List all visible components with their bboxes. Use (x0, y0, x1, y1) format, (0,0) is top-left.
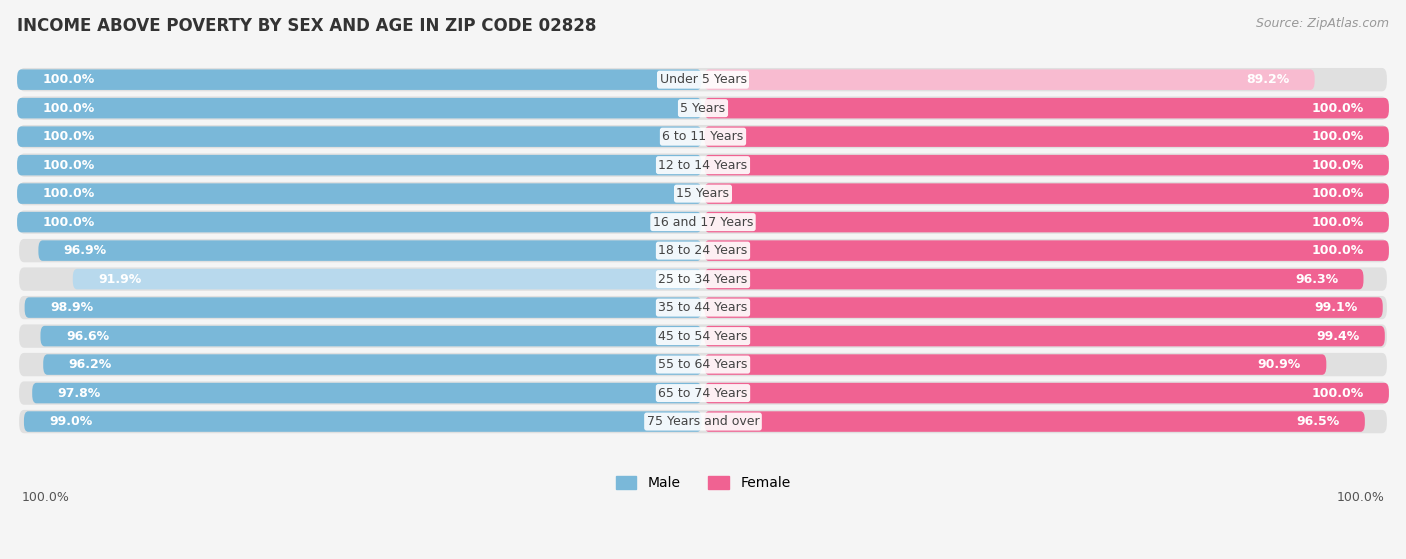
FancyBboxPatch shape (17, 183, 702, 204)
Text: 99.0%: 99.0% (49, 415, 93, 428)
Text: 91.9%: 91.9% (98, 273, 142, 286)
FancyBboxPatch shape (704, 98, 1389, 119)
FancyBboxPatch shape (38, 240, 702, 261)
Legend: Male, Female: Male, Female (610, 471, 796, 496)
Text: 15 Years: 15 Years (676, 187, 730, 200)
Text: 99.1%: 99.1% (1315, 301, 1357, 314)
FancyBboxPatch shape (17, 212, 702, 233)
FancyBboxPatch shape (704, 326, 1385, 347)
FancyBboxPatch shape (20, 353, 1386, 376)
FancyBboxPatch shape (20, 267, 1386, 291)
FancyBboxPatch shape (20, 68, 1386, 91)
FancyBboxPatch shape (17, 69, 702, 90)
Text: 96.5%: 96.5% (1296, 415, 1340, 428)
Text: 100.0%: 100.0% (1312, 102, 1364, 115)
Text: 100.0%: 100.0% (1312, 216, 1364, 229)
Text: 45 to 54 Years: 45 to 54 Years (658, 330, 748, 343)
Text: 65 to 74 Years: 65 to 74 Years (658, 387, 748, 400)
Text: 100.0%: 100.0% (1312, 387, 1364, 400)
FancyBboxPatch shape (17, 98, 702, 119)
FancyBboxPatch shape (32, 383, 702, 404)
Text: 100.0%: 100.0% (1312, 159, 1364, 172)
FancyBboxPatch shape (20, 296, 1386, 319)
Text: 25 to 34 Years: 25 to 34 Years (658, 273, 748, 286)
Text: 96.9%: 96.9% (63, 244, 107, 257)
FancyBboxPatch shape (20, 97, 1386, 120)
Text: 75 Years and over: 75 Years and over (647, 415, 759, 428)
FancyBboxPatch shape (20, 154, 1386, 177)
Text: 100.0%: 100.0% (22, 491, 70, 504)
FancyBboxPatch shape (20, 210, 1386, 234)
Text: 100.0%: 100.0% (1312, 244, 1364, 257)
Text: 96.3%: 96.3% (1295, 273, 1339, 286)
Text: 100.0%: 100.0% (42, 130, 94, 143)
Text: 16 and 17 Years: 16 and 17 Years (652, 216, 754, 229)
FancyBboxPatch shape (704, 269, 1364, 290)
Text: 100.0%: 100.0% (42, 216, 94, 229)
Text: 96.6%: 96.6% (66, 330, 110, 343)
Text: Under 5 Years: Under 5 Years (659, 73, 747, 86)
Text: 98.9%: 98.9% (51, 301, 93, 314)
FancyBboxPatch shape (20, 381, 1386, 405)
Text: 5 Years: 5 Years (681, 102, 725, 115)
Text: 18 to 24 Years: 18 to 24 Years (658, 244, 748, 257)
FancyBboxPatch shape (704, 297, 1382, 318)
Text: 100.0%: 100.0% (42, 187, 94, 200)
FancyBboxPatch shape (24, 411, 702, 432)
FancyBboxPatch shape (20, 239, 1386, 262)
Text: 96.2%: 96.2% (69, 358, 112, 371)
FancyBboxPatch shape (17, 126, 702, 147)
FancyBboxPatch shape (704, 240, 1389, 261)
Text: 89.2%: 89.2% (1246, 73, 1289, 86)
Text: 6 to 11 Years: 6 to 11 Years (662, 130, 744, 143)
Text: 100.0%: 100.0% (42, 102, 94, 115)
Text: 35 to 44 Years: 35 to 44 Years (658, 301, 748, 314)
FancyBboxPatch shape (20, 125, 1386, 148)
FancyBboxPatch shape (704, 212, 1389, 233)
FancyBboxPatch shape (73, 269, 702, 290)
Text: 100.0%: 100.0% (1312, 187, 1364, 200)
FancyBboxPatch shape (20, 324, 1386, 348)
FancyBboxPatch shape (17, 155, 702, 176)
FancyBboxPatch shape (44, 354, 702, 375)
FancyBboxPatch shape (704, 383, 1389, 404)
Text: 100.0%: 100.0% (42, 159, 94, 172)
Text: 100.0%: 100.0% (1312, 130, 1364, 143)
Text: INCOME ABOVE POVERTY BY SEX AND AGE IN ZIP CODE 02828: INCOME ABOVE POVERTY BY SEX AND AGE IN Z… (17, 17, 596, 35)
FancyBboxPatch shape (704, 69, 1315, 90)
Text: 100.0%: 100.0% (42, 73, 94, 86)
FancyBboxPatch shape (25, 297, 702, 318)
FancyBboxPatch shape (20, 182, 1386, 205)
Text: 97.8%: 97.8% (58, 387, 101, 400)
FancyBboxPatch shape (704, 155, 1389, 176)
Text: 90.9%: 90.9% (1257, 358, 1301, 371)
FancyBboxPatch shape (704, 411, 1365, 432)
FancyBboxPatch shape (704, 126, 1389, 147)
Text: 99.4%: 99.4% (1316, 330, 1360, 343)
FancyBboxPatch shape (704, 354, 1326, 375)
Text: 12 to 14 Years: 12 to 14 Years (658, 159, 748, 172)
FancyBboxPatch shape (20, 410, 1386, 433)
FancyBboxPatch shape (704, 183, 1389, 204)
FancyBboxPatch shape (41, 326, 702, 347)
Text: 55 to 64 Years: 55 to 64 Years (658, 358, 748, 371)
Text: Source: ZipAtlas.com: Source: ZipAtlas.com (1256, 17, 1389, 30)
Text: 100.0%: 100.0% (1336, 491, 1384, 504)
